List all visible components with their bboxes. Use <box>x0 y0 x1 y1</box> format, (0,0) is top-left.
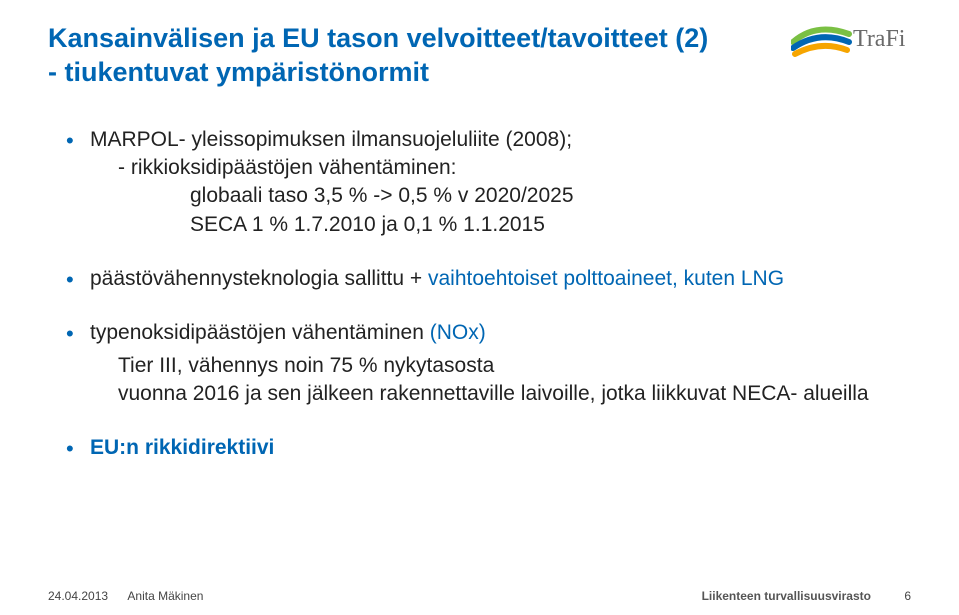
bullet-4: EU:n rikkidirektiivi <box>66 434 911 462</box>
footer-right: Liikenteen turvallisuusvirasto 6 <box>702 589 911 603</box>
footer-org: Liikenteen turvallisuusvirasto <box>702 589 871 603</box>
bullet-1-sub3: SECA 1 % 1.7.2010 ja 0,1 % 1.1.2015 <box>190 211 911 239</box>
slide-title: Kansainvälisen ja EU tason velvoitteet/t… <box>48 22 911 90</box>
footer-date: 24.04.2013 <box>48 589 108 603</box>
footer: 24.04.2013 Anita Mäkinen Liikenteen turv… <box>48 589 911 603</box>
bullet-2: päästövähennysteknologia sallittu + vaih… <box>66 265 911 293</box>
bullet-1-sub2: globaali taso 3,5 % -> 0,5 % v 2020/2025 <box>190 182 911 210</box>
bullet-3-pre: typenoksidipäästöjen vähentäminen <box>90 321 430 344</box>
bullet-4-text: EU:n rikkidirektiivi <box>90 436 274 459</box>
footer-left: 24.04.2013 Anita Mäkinen <box>48 589 203 603</box>
bullet-1-sub1: - rikkioksidipäästöjen vähentäminen: <box>118 154 911 182</box>
title-line-1: Kansainvälisen ja EU tason velvoitteet/t… <box>48 23 708 53</box>
bullet-2-pre: päästövähennysteknologia sallittu + <box>90 267 428 290</box>
bullet-3: typenoksidipäästöjen vähentäminen (NOx) <box>66 319 911 347</box>
bullet-1-lead: MARPOL- yleissopimuksen ilmansuojeluliit… <box>90 128 572 151</box>
logo-text: TraFi <box>853 26 906 52</box>
title-line-2: - tiukentuvat ympäristönormit <box>48 57 429 87</box>
slide: TraFi Kansainvälisen ja EU tason velvoit… <box>0 0 959 615</box>
bullet-3-sub1: Tier III, vähennys noin 75 % nykytasosta <box>118 352 911 380</box>
bullet-2-highlight: vaihtoehtoiset polttoaineet, kuten LNG <box>428 267 784 290</box>
bullet-1: MARPOL- yleissopimuksen ilmansuojeluliit… <box>66 126 911 239</box>
bullet-3-subblock: Tier III, vähennys noin 75 % nykytasosta… <box>118 352 911 409</box>
trafi-logo: TraFi <box>791 12 931 60</box>
page-number: 6 <box>904 589 911 603</box>
slide-body: MARPOL- yleissopimuksen ilmansuojeluliit… <box>66 126 911 463</box>
footer-author: Anita Mäkinen <box>127 589 203 603</box>
bullet-3-highlight: (NOx) <box>430 321 486 344</box>
bullet-3-sub2: vuonna 2016 ja sen jälkeen rakennettavil… <box>118 380 911 408</box>
